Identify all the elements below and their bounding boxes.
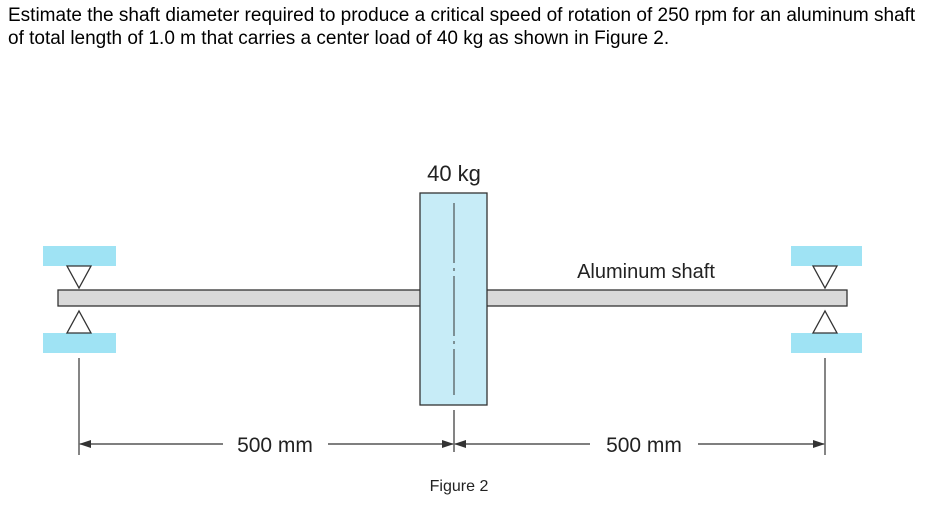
left-support-top-triangle xyxy=(65,265,93,290)
figure-caption: Figure 2 xyxy=(430,478,489,495)
right-support-top-block xyxy=(791,246,862,266)
shaft-label: Aluminum shaft xyxy=(577,261,715,283)
right-dimension-label: 500 mm xyxy=(606,434,682,457)
left-support-bottom-triangle xyxy=(65,309,93,334)
left-support xyxy=(43,246,116,353)
left-dimension-label: 500 mm xyxy=(237,434,313,457)
right-support xyxy=(791,246,862,353)
right-support-top-triangle xyxy=(811,265,839,290)
right-support-bottom-triangle xyxy=(811,309,839,334)
left-support-top-block xyxy=(43,246,116,266)
load-label: 40 kg xyxy=(427,161,481,186)
right-support-bottom-block xyxy=(791,333,862,353)
problem-statement: Estimate the shaft diameter required to … xyxy=(8,5,916,49)
left-support-bottom-block xyxy=(43,333,116,353)
